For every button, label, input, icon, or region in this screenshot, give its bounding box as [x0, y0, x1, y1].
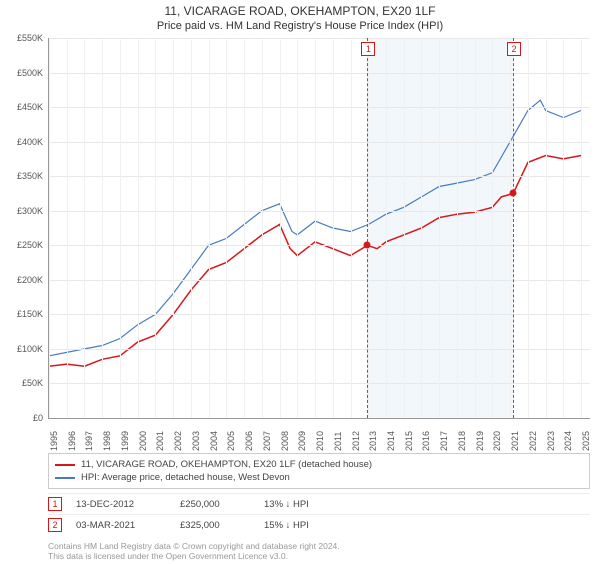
x-tick-label: 2020 [492, 421, 502, 451]
x-tick-label: 2010 [315, 421, 325, 451]
sales-table: 1 13-DEC-2012 £250,000 13% ↓ HPI 2 03-MAR-202… [48, 493, 590, 535]
sale-pct: 15% ↓ HPI [264, 520, 334, 531]
y-tick-label: £450K [1, 102, 43, 112]
x-tick-label: 2015 [404, 421, 414, 451]
x-tick-label: 1997 [84, 421, 94, 451]
legend-item: 11, VICARAGE ROAD, OKEHAMPTON, EX20 1LF … [55, 458, 583, 471]
sale-marker-2: 2 [507, 42, 521, 56]
legend-swatch [55, 477, 75, 479]
chart-lines-svg [49, 38, 590, 418]
y-tick-label: £550K [1, 33, 43, 43]
sales-row: 1 13-DEC-2012 £250,000 13% ↓ HPI [48, 493, 590, 514]
x-tick-label: 2000 [138, 421, 148, 451]
footer-line-1: Contains HM Land Registry data © Crown c… [48, 541, 590, 551]
legend-label: 11, VICARAGE ROAD, OKEHAMPTON, EX20 1LF … [81, 459, 372, 470]
y-tick-label: £250K [1, 240, 43, 250]
chart-footer: Contains HM Land Registry data © Crown c… [48, 541, 590, 561]
sale-marker-1: 1 [361, 42, 375, 56]
sales-row: 2 03-MAR-2021 £325,000 15% ↓ HPI [48, 514, 590, 535]
y-tick-label: £50K [1, 378, 43, 388]
x-tick-label: 2014 [386, 421, 396, 451]
y-tick-label: £500K [1, 68, 43, 78]
x-tick-label: 2004 [209, 421, 219, 451]
sale-price: £250,000 [180, 499, 250, 510]
sale-pct: 13% ↓ HPI [264, 499, 334, 510]
y-tick-label: £100K [1, 344, 43, 354]
x-tick-label: 2023 [546, 421, 556, 451]
x-tick-label: 2006 [244, 421, 254, 451]
legend-item: HPI: Average price, detached house, West… [55, 471, 583, 484]
sale-date: 13-DEC-2012 [76, 499, 166, 510]
x-tick-label: 2021 [510, 421, 520, 451]
chart-subtitle: Price paid vs. HM Land Registry's House … [0, 20, 600, 32]
x-tick-label: 2012 [351, 421, 361, 451]
sale-index-box: 1 [48, 497, 62, 511]
x-tick-label: 1999 [120, 421, 130, 451]
y-tick-label: £150K [1, 309, 43, 319]
x-tick-label: 2013 [368, 421, 378, 451]
chart-title: 11, VICARAGE ROAD, OKEHAMPTON, EX20 1LF [0, 4, 600, 18]
chart-plot-area: £0£50K£100K£150K£200K£250K£300K£350K£400… [48, 38, 590, 419]
x-tick-label: 2007 [262, 421, 272, 451]
legend-label: HPI: Average price, detached house, West… [81, 472, 290, 483]
y-tick-label: £200K [1, 275, 43, 285]
y-tick-label: £300K [1, 206, 43, 216]
sale-date: 03-MAR-2021 [76, 520, 166, 531]
x-tick-label: 2025 [581, 421, 591, 451]
x-tick-label: 2003 [191, 421, 201, 451]
x-tick-label: 2011 [333, 421, 343, 451]
x-tick-label: 2002 [173, 421, 183, 451]
x-tick-label: 2005 [226, 421, 236, 451]
x-tick-label: 2001 [155, 421, 165, 451]
y-tick-label: £0 [1, 413, 43, 423]
x-tick-label: 1995 [49, 421, 59, 451]
chart-legend: 11, VICARAGE ROAD, OKEHAMPTON, EX20 1LF … [48, 453, 590, 489]
x-tick-label: 2024 [563, 421, 573, 451]
sale-price: £325,000 [180, 520, 250, 531]
x-tick-label: 2008 [280, 421, 290, 451]
sale-index-box: 2 [48, 518, 62, 532]
x-tick-label: 1996 [67, 421, 77, 451]
x-tick-label: 2019 [475, 421, 485, 451]
x-tick-label: 2017 [439, 421, 449, 451]
y-tick-label: £400K [1, 137, 43, 147]
y-tick-label: £350K [1, 171, 43, 181]
x-tick-label: 1998 [102, 421, 112, 451]
legend-swatch [55, 464, 75, 466]
x-tick-label: 2018 [457, 421, 467, 451]
sale-dot-1 [364, 242, 371, 249]
x-tick-label: 2022 [528, 421, 538, 451]
x-tick-label: 2009 [297, 421, 307, 451]
sale-dot-2 [510, 190, 517, 197]
x-tick-label: 2016 [421, 421, 431, 451]
